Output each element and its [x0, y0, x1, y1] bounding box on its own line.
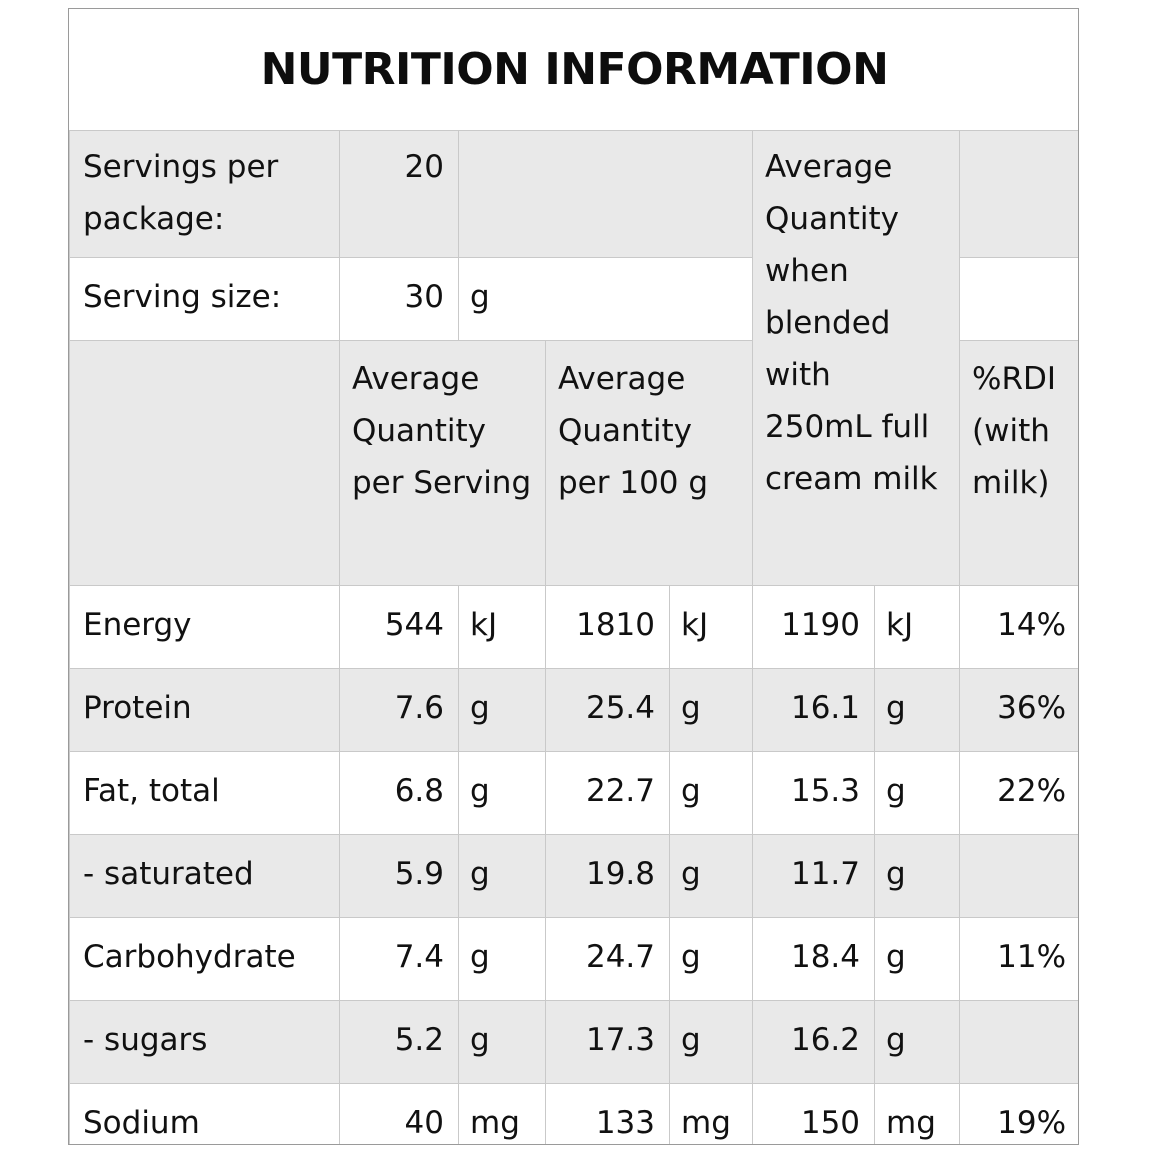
- rdi-value: [959, 1000, 1078, 1084]
- serving-size-label: Serving size:: [69, 257, 340, 341]
- nutrient-name: Fat, total: [69, 751, 340, 835]
- servings-value: 20: [339, 130, 459, 258]
- panel-title: NUTRITION INFORMATION: [260, 44, 889, 95]
- serving-amount: 6.8: [339, 751, 459, 835]
- serving-size-row: Serving size: 30 g: [69, 257, 1078, 341]
- rdi-value: 36%: [959, 668, 1078, 752]
- blended-amount: 16.1: [752, 668, 876, 752]
- serving-amount: 40: [339, 1083, 459, 1144]
- column-header-row: Average Quantity per Serving Average Qua…: [69, 340, 1078, 586]
- per100-unit: kJ: [668, 585, 754, 669]
- servings-rdi-spacer: [959, 130, 1078, 258]
- per100-unit: g: [668, 751, 754, 835]
- blended-amount: 11.7: [752, 834, 876, 918]
- table-row: Protein 7.6 g 25.4 g 16.1 g 36%: [69, 668, 1078, 752]
- blended-unit: kJ: [874, 585, 961, 669]
- rdi-value: 22%: [959, 751, 1078, 835]
- per100-unit: mg: [668, 1083, 754, 1144]
- serving-size-unit: g: [457, 257, 754, 341]
- blended-unit: g: [874, 668, 961, 752]
- blended-amount: 1190: [752, 585, 876, 669]
- nutrition-table: Servings per package: 20 Average Quantit…: [69, 130, 1078, 1144]
- table-row: Carbohydrate 7.4 g 24.7 g 18.4 g 11%: [69, 917, 1078, 1001]
- table-row: - sugars 5.2 g 17.3 g 16.2 g: [69, 1000, 1078, 1084]
- per100-amount: 24.7: [545, 917, 670, 1001]
- nutrition-panel: NUTRITION INFORMATION Servings per packa…: [68, 8, 1079, 1145]
- serving-unit: g: [458, 751, 546, 835]
- serving-size-rdi-spacer: [959, 257, 1078, 341]
- serving-amount: 5.9: [339, 834, 459, 918]
- nutrient-name: Sodium: [69, 1083, 340, 1144]
- serving-amount: 544: [339, 585, 459, 669]
- header-per-serving: Average Quantity per Serving: [339, 340, 546, 586]
- nutrient-name: Carbohydrate: [69, 917, 340, 1001]
- per100-amount: 17.3: [545, 1000, 670, 1084]
- header-per-100g: Average Quantity per 100 g: [544, 340, 754, 586]
- blended-unit: g: [874, 834, 961, 918]
- per100-amount: 22.7: [545, 751, 670, 835]
- nutrient-name: Energy: [69, 585, 340, 669]
- rdi-value: 19%: [959, 1083, 1078, 1144]
- table-row: Sodium 40 mg 133 mg 150 mg 19%: [69, 1083, 1078, 1144]
- rdi-value: 14%: [959, 585, 1078, 669]
- blended-unit: g: [874, 917, 961, 1001]
- serving-amount: 7.6: [339, 668, 459, 752]
- serving-amount: 7.4: [339, 917, 459, 1001]
- table-row: Energy 544 kJ 1810 kJ 1190 kJ 14%: [69, 585, 1078, 669]
- per100-unit: g: [668, 668, 754, 752]
- blended-amount: 16.2: [752, 1000, 876, 1084]
- per100-amount: 1810: [545, 585, 670, 669]
- table-row: - saturated 5.9 g 19.8 g 11.7 g: [69, 834, 1078, 918]
- blended-amount: 150: [752, 1083, 876, 1144]
- serving-unit: mg: [458, 1083, 546, 1144]
- per100-amount: 19.8: [545, 834, 670, 918]
- blended-unit: mg: [874, 1083, 961, 1144]
- servings-row: Servings per package: 20 Average Quantit…: [69, 130, 1078, 586]
- rdi-value: 11%: [959, 917, 1078, 1001]
- serving-size-value: 30: [339, 257, 459, 341]
- blended-unit: g: [874, 1000, 961, 1084]
- header-rdi: %RDI (with milk): [959, 340, 1078, 586]
- per100-unit: g: [668, 834, 754, 918]
- per100-unit: g: [668, 917, 754, 1001]
- servings-label: Servings per package:: [69, 130, 340, 258]
- blended-amount: 18.4: [752, 917, 876, 1001]
- per100-amount: 25.4: [545, 668, 670, 752]
- blended-amount: 15.3: [752, 751, 876, 835]
- header-blended: Average Quantity when blended with 250mL…: [752, 130, 961, 586]
- serving-unit: g: [458, 1000, 546, 1084]
- rdi-value: [959, 834, 1078, 918]
- table-row: Fat, total 6.8 g 22.7 g 15.3 g 22%: [69, 751, 1078, 835]
- serving-unit: g: [458, 668, 546, 752]
- serving-unit: kJ: [458, 585, 546, 669]
- nutrient-name: - saturated: [69, 834, 340, 918]
- serving-unit: g: [458, 917, 546, 1001]
- per100-unit: g: [668, 1000, 754, 1084]
- per100-amount: 133: [545, 1083, 670, 1144]
- servings-spacer: [457, 130, 754, 258]
- serving-amount: 5.2: [339, 1000, 459, 1084]
- serving-unit: g: [458, 834, 546, 918]
- nutrient-name: - sugars: [69, 1000, 340, 1084]
- blended-unit: g: [874, 751, 961, 835]
- header-blank: [69, 340, 340, 586]
- nutrient-name: Protein: [69, 668, 340, 752]
